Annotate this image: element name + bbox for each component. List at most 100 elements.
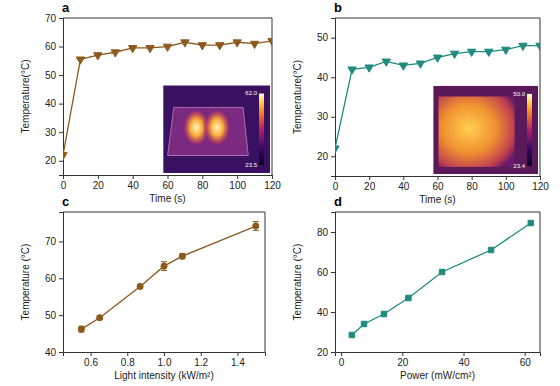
tick-label: 60 — [432, 181, 444, 192]
tick-mark — [59, 18, 63, 19]
marker — [253, 223, 259, 229]
marker — [268, 38, 272, 45]
axis-line — [331, 213, 336, 353]
tick-label: 30 — [317, 111, 329, 122]
tick-label: 40 — [458, 357, 470, 368]
tick: 20 — [317, 151, 335, 162]
tick-mark — [369, 176, 370, 180]
tick-label: 20 — [317, 151, 329, 162]
tick: 60 — [520, 352, 532, 368]
panel: 02040608010012020304050607062.023.5aTime… — [20, 0, 281, 204]
tick: 50 — [45, 310, 63, 321]
tick: 20 — [317, 347, 335, 358]
marker — [111, 50, 119, 57]
y-axis: 20 30 40 50 — [317, 19, 336, 177]
marker — [198, 43, 206, 50]
tick-label: 60 — [162, 180, 174, 191]
marker — [335, 146, 339, 153]
tick-label: 100 — [229, 180, 246, 191]
tick-mark — [331, 232, 335, 233]
tick-label: 40 — [128, 180, 140, 191]
tick: 0 — [61, 175, 67, 191]
tick: 40 — [45, 98, 63, 109]
tick: 100 — [229, 175, 246, 191]
tick: 70 — [45, 236, 63, 247]
tick-label: 0.6 — [84, 357, 98, 368]
x-axis: 020406080100120 — [61, 175, 282, 191]
tick-label: 70 — [45, 13, 57, 24]
tick: 80 — [317, 227, 335, 238]
marker — [250, 41, 258, 48]
frame — [335, 212, 540, 213]
tick-mark — [464, 352, 465, 356]
marker — [361, 321, 366, 326]
error-bar — [179, 254, 185, 259]
marker — [137, 283, 143, 289]
tick-mark — [525, 352, 526, 356]
tick-label: 80 — [317, 227, 329, 238]
marker — [433, 55, 441, 62]
tick-mark — [59, 352, 63, 353]
error-bar — [78, 326, 84, 332]
x-axis-title: Light intensity (kW/m²) — [114, 370, 213, 381]
tick-label: 0 — [61, 180, 67, 191]
marker — [163, 44, 171, 51]
tick-label: 120 — [532, 181, 549, 192]
tick-mark — [202, 175, 203, 179]
marker — [416, 61, 424, 68]
y-axis-title: Temperature(°C) — [20, 59, 31, 133]
tick-label: 60 — [317, 267, 329, 278]
marker — [129, 46, 137, 53]
tick-label: 40 — [45, 347, 57, 358]
tick-label: 50 — [45, 310, 57, 321]
tick-mark — [59, 132, 63, 133]
marker — [63, 153, 67, 160]
tick: 30 — [317, 111, 335, 122]
panel-label: b — [334, 0, 342, 15]
tick-mark — [59, 241, 63, 242]
tick-mark — [59, 47, 63, 48]
marker — [450, 51, 458, 58]
tick: 0 — [339, 352, 345, 368]
tick-label: 0.8 — [121, 357, 135, 368]
tick: 40 — [45, 347, 63, 358]
tick: 40 — [398, 176, 410, 192]
x-axis: 0204060 — [336, 352, 541, 368]
axis-line — [331, 19, 336, 177]
marker — [399, 63, 407, 70]
tick-mark — [237, 352, 238, 356]
series-line — [63, 41, 272, 155]
series-line — [335, 46, 540, 149]
colorbar-label: 23.5 — [245, 162, 257, 168]
tick-label: 60 — [520, 357, 532, 368]
tick-mark — [59, 104, 63, 105]
axis-line — [59, 213, 64, 353]
marker — [181, 40, 189, 47]
tick: 60 — [45, 273, 63, 284]
tick: 40 — [317, 72, 335, 83]
tick-label: 1.0 — [158, 357, 172, 368]
tick-mark — [127, 352, 128, 356]
panel: 020406020406080dPower (mW/cm²)Temperatur… — [292, 194, 541, 381]
series-line — [81, 226, 255, 329]
tick-mark — [59, 75, 63, 76]
tick: 80 — [467, 176, 479, 192]
error-cap — [161, 270, 167, 271]
error-bar — [253, 222, 259, 231]
error-cap — [161, 261, 167, 262]
tick: 30 — [45, 127, 63, 138]
tick-label: 30 — [45, 127, 57, 138]
tick: 50 — [45, 70, 63, 81]
marker — [488, 247, 493, 252]
tick: 20 — [93, 175, 105, 191]
tick: 120 — [264, 175, 281, 191]
panel-label: c — [62, 194, 69, 209]
tick-mark — [237, 175, 238, 179]
tick-label: 50 — [317, 32, 329, 43]
axis-line — [336, 353, 541, 357]
colorbar-label: 62.0 — [245, 90, 257, 96]
tick: 1.2 — [194, 352, 208, 368]
tick-label: 40 — [317, 307, 329, 318]
plot-area — [63, 38, 272, 159]
tick-mark — [402, 352, 403, 356]
